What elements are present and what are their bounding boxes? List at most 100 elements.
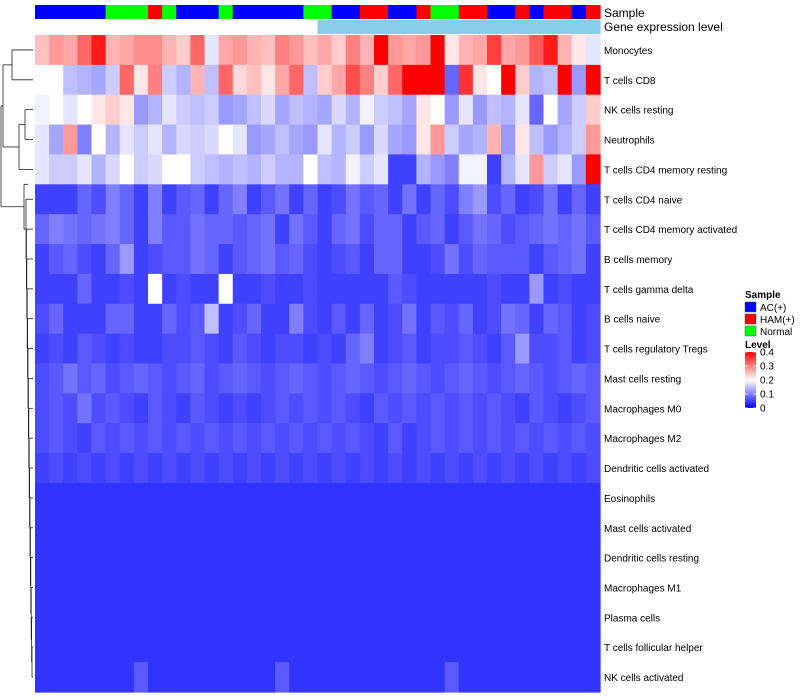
heatmap-cell — [458, 602, 474, 633]
heatmap-cell — [246, 64, 262, 96]
heatmap-cell — [585, 482, 601, 514]
heatmap-cell — [133, 572, 149, 604]
heatmap-cell — [246, 482, 262, 514]
heatmap-cell — [515, 602, 530, 633]
heatmap-cell — [176, 423, 191, 454]
heatmap-cell — [49, 423, 64, 454]
heatmap-cell — [275, 303, 290, 335]
heatmap-cell — [515, 363, 530, 394]
sample-annotation-cell — [148, 5, 163, 19]
heatmap-cell — [148, 512, 163, 544]
heatmap-cell — [261, 244, 276, 275]
heatmap-cell — [105, 154, 121, 185]
sample-annotation-cell — [133, 5, 149, 19]
heatmap-cell — [444, 333, 460, 365]
heatmap-cell — [261, 393, 276, 424]
sample-annotation-cell — [232, 5, 248, 19]
heatmap-cell — [515, 393, 530, 424]
heatmap-cell — [359, 154, 375, 185]
row-label: B cells memory — [604, 255, 672, 266]
heatmap-cell — [77, 184, 93, 215]
heatmap-cell — [275, 184, 290, 215]
heatmap-cell — [402, 602, 417, 633]
heatmap-cell — [444, 35, 460, 66]
heatmap-cell — [35, 303, 50, 335]
heatmap-cell — [261, 662, 276, 693]
heatmap-cell — [303, 363, 319, 394]
heatmap-cell — [317, 35, 333, 66]
heatmap-cell — [63, 124, 78, 156]
heatmap-cell — [162, 363, 177, 394]
heatmap-cell — [331, 214, 347, 245]
heatmap-cell — [529, 303, 545, 335]
heatmap-cell — [91, 244, 107, 275]
heatmap-cell — [204, 542, 220, 574]
heatmap-cell — [331, 303, 347, 335]
heatmap-cell — [232, 453, 248, 484]
heatmap-cell — [190, 303, 206, 335]
expression-annotation-cell — [585, 20, 601, 34]
heatmap-cell — [218, 632, 234, 663]
heatmap-cell — [501, 512, 516, 544]
heatmap-cell — [515, 64, 530, 96]
heatmap-cell — [359, 632, 375, 663]
heatmap-cell — [63, 423, 78, 454]
heatmap-cell — [374, 64, 389, 96]
heatmap-cell — [204, 184, 220, 215]
heatmap-cell — [416, 542, 432, 574]
heatmap-cell — [49, 184, 64, 215]
heatmap-cell — [359, 482, 375, 514]
heatmap-cell — [571, 393, 587, 424]
heatmap-cell — [430, 124, 446, 156]
heatmap-cell — [458, 662, 474, 693]
heatmap-cell — [529, 632, 545, 663]
heatmap-cell — [472, 184, 488, 215]
heatmap-cell — [289, 124, 304, 156]
heatmap-cell — [162, 602, 177, 633]
heatmap-cell — [176, 482, 191, 514]
heatmap-cell — [529, 482, 545, 514]
heatmap-cell — [444, 214, 460, 245]
heatmap-cell — [91, 393, 107, 424]
heatmap-cell — [557, 35, 573, 66]
heatmap-cell — [416, 602, 432, 633]
heatmap-cell — [91, 363, 107, 394]
heatmap-cell — [261, 214, 276, 245]
heatmap-cell — [91, 662, 107, 693]
heatmap-cell — [501, 393, 516, 424]
heatmap-cell — [246, 632, 262, 663]
heatmap-cell — [204, 333, 220, 365]
heatmap-cell — [261, 632, 276, 663]
heatmap-cell — [571, 363, 587, 394]
heatmap-cell — [515, 124, 530, 156]
heatmap-cell — [133, 94, 149, 126]
heatmap-cell — [458, 572, 474, 604]
heatmap-cell — [317, 64, 333, 96]
heatmap-cell — [133, 632, 149, 663]
heatmap-cell — [246, 662, 262, 693]
heatmap-cell — [585, 662, 601, 693]
heatmap-cell — [501, 303, 516, 335]
heatmap-cell — [176, 244, 191, 275]
heatmap-cell — [317, 333, 333, 365]
heatmap-cell — [543, 393, 559, 424]
heatmap-cell — [148, 423, 163, 454]
heatmap-cell — [458, 333, 474, 365]
sample-annotation-cell — [345, 5, 361, 19]
heatmap-cell — [148, 154, 163, 185]
heatmap-cell — [374, 482, 389, 514]
heatmap-cell — [133, 363, 149, 394]
heatmap-cell — [402, 154, 417, 185]
heatmap-cell — [585, 512, 601, 544]
heatmap-cell — [458, 632, 474, 663]
heatmap-cell — [35, 512, 50, 544]
expression-annotation-cell — [261, 20, 276, 34]
heatmap-cell — [571, 602, 587, 633]
heatmap-cell — [204, 393, 220, 424]
heatmap-cell — [374, 602, 389, 633]
heatmap-cell — [246, 602, 262, 633]
heatmap-cell — [402, 662, 417, 693]
heatmap-cell — [543, 453, 559, 484]
heatmap-cell — [49, 363, 64, 394]
heatmap-cell — [49, 482, 64, 514]
